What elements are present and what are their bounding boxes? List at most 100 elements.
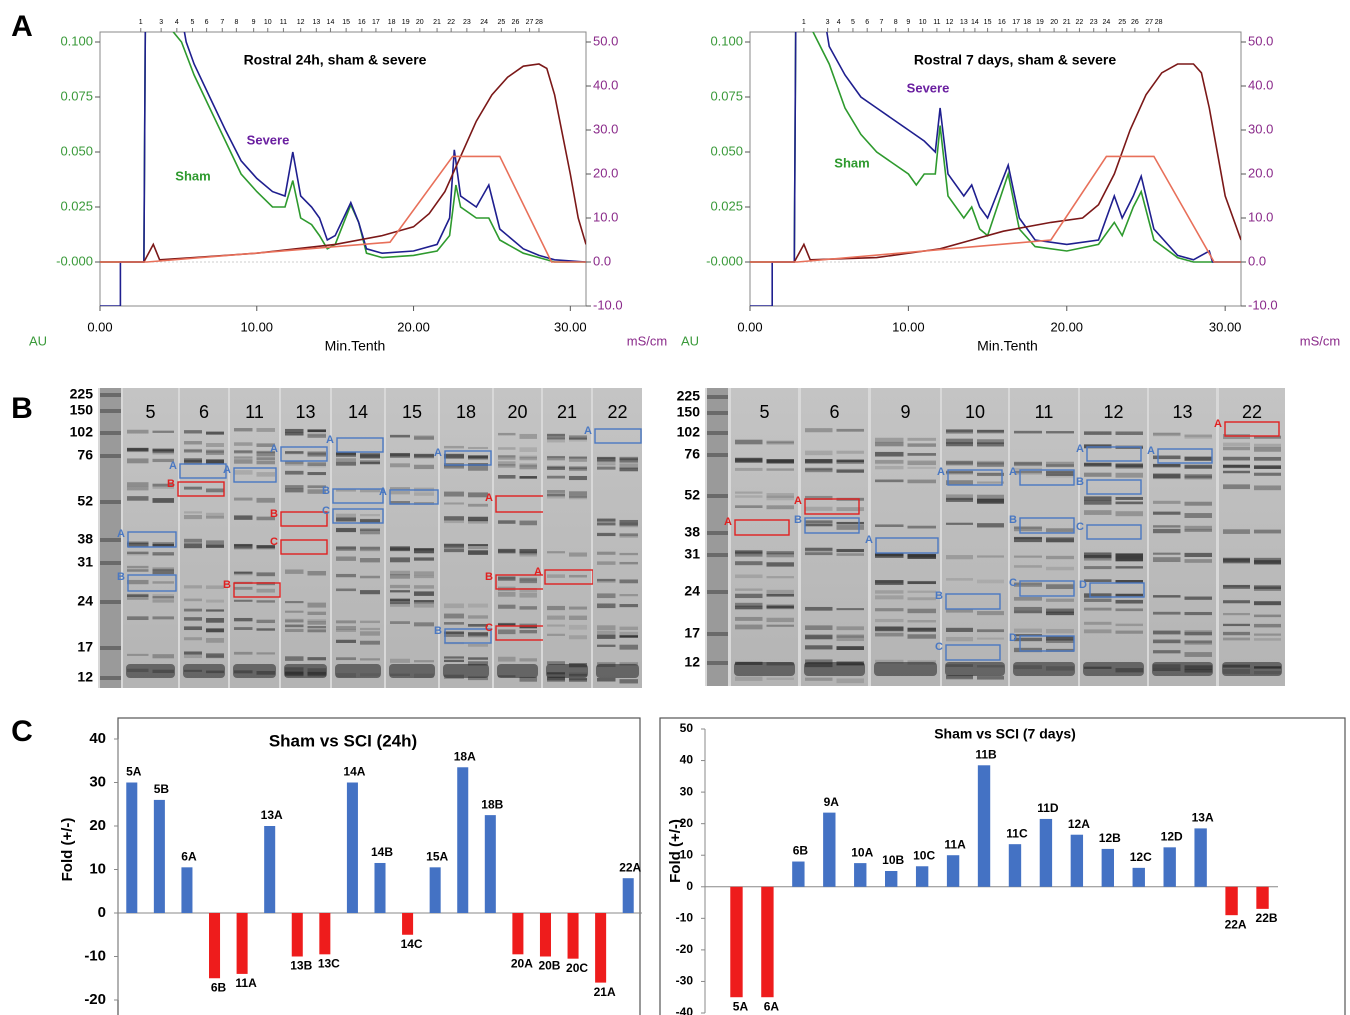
gel-band (1184, 501, 1212, 506)
gel-band (766, 459, 794, 464)
panel-letter: B (11, 392, 33, 425)
gel-band (977, 523, 1004, 528)
gel-band (444, 491, 464, 497)
gel-band (619, 519, 638, 524)
gel-band (1223, 470, 1250, 474)
x-tick-label: 30.00 (554, 319, 587, 334)
bar-label: 6B (793, 844, 809, 858)
band-box-label: B (117, 571, 125, 583)
ladder-label: 38 (77, 531, 93, 547)
panel-letter: A (11, 10, 33, 43)
gel-band (1184, 640, 1212, 643)
gel-band (1046, 474, 1074, 478)
gel-band (468, 503, 488, 507)
gel-band (307, 570, 326, 576)
gel-band (285, 461, 304, 466)
gel-band (519, 455, 537, 459)
y2-tick-label: 20.0 (593, 165, 618, 180)
gel-band (360, 529, 380, 535)
band-box (233, 467, 277, 483)
gel-band (307, 463, 326, 468)
gel-band (519, 476, 537, 479)
band-box-label: A (326, 434, 334, 446)
gel-band (1153, 630, 1181, 634)
gel-band (127, 569, 149, 572)
gel-band (184, 460, 202, 465)
y-axis-label: Fold (+/-) (667, 819, 684, 883)
gel-band (152, 599, 174, 603)
gel-band (569, 574, 587, 578)
gel-band (414, 600, 434, 603)
bar (374, 862, 386, 913)
gel-band (234, 450, 253, 454)
gel-band (836, 450, 864, 454)
gel-band (390, 557, 410, 563)
gel-band (336, 556, 356, 561)
fraction-label: 27 (526, 19, 534, 26)
gel-band (1014, 472, 1042, 475)
gel-band (1115, 608, 1143, 612)
gel-band (1084, 607, 1112, 611)
gel-band (597, 634, 616, 639)
bar-label: 13A (1192, 811, 1214, 825)
gel-band (444, 516, 464, 521)
gel-band (735, 505, 763, 509)
gel-lane (1149, 388, 1216, 686)
band-box (734, 519, 790, 536)
gel-band (569, 456, 587, 459)
gel-band (1254, 529, 1281, 534)
fraction-label: 26 (1131, 19, 1139, 26)
gel-band (875, 659, 904, 664)
gel-band (256, 443, 275, 447)
gel-band (836, 428, 864, 432)
band-box-label: D (1079, 579, 1087, 591)
gel-band (1184, 434, 1212, 438)
band-box (336, 437, 384, 453)
gel-band (234, 515, 253, 520)
gel-band (256, 457, 275, 461)
gel-band (206, 512, 224, 517)
gel-band (127, 448, 149, 453)
gel-band (498, 432, 516, 436)
chart-frame (659, 717, 1346, 1015)
ladder-band (100, 600, 121, 604)
gel-band (977, 611, 1004, 616)
plot-frame (99, 31, 587, 307)
gel-band (519, 548, 537, 554)
lane-label: 21 (557, 402, 577, 422)
gel-band (519, 625, 537, 629)
gel-band (1153, 611, 1181, 615)
gel-band (907, 590, 936, 593)
gel-band (444, 464, 464, 469)
gel-band (498, 548, 516, 554)
lane-label: 18 (456, 402, 476, 422)
series-label: Severe (907, 80, 950, 95)
gel-dye-front (497, 664, 538, 678)
gel-band (1153, 511, 1181, 515)
fraction-label: 4 (175, 19, 179, 26)
gel-band (498, 455, 516, 460)
ladder-label: 24 (684, 583, 700, 599)
ladder-band (707, 453, 728, 457)
gel-band (805, 469, 833, 473)
gel-band (836, 678, 864, 684)
gel-band (468, 455, 488, 460)
gel-band (127, 579, 149, 585)
gel-band (766, 552, 794, 558)
bar (539, 913, 551, 957)
gel-band (414, 549, 434, 554)
gel-band (1184, 525, 1212, 530)
bar (291, 913, 303, 957)
gel-band (336, 517, 356, 522)
fraction-label: 3 (159, 19, 163, 26)
gel-band (1223, 585, 1250, 588)
gel-band (907, 608, 936, 614)
gel-band (1153, 650, 1181, 654)
gel-band (1014, 526, 1042, 532)
y2-tick-label: -10.0 (1248, 297, 1278, 312)
gel-band (1046, 639, 1074, 644)
gel-band (127, 482, 149, 487)
gel-band (619, 579, 638, 584)
fraction-label: 9 (252, 19, 256, 26)
gel-band (1115, 556, 1143, 562)
